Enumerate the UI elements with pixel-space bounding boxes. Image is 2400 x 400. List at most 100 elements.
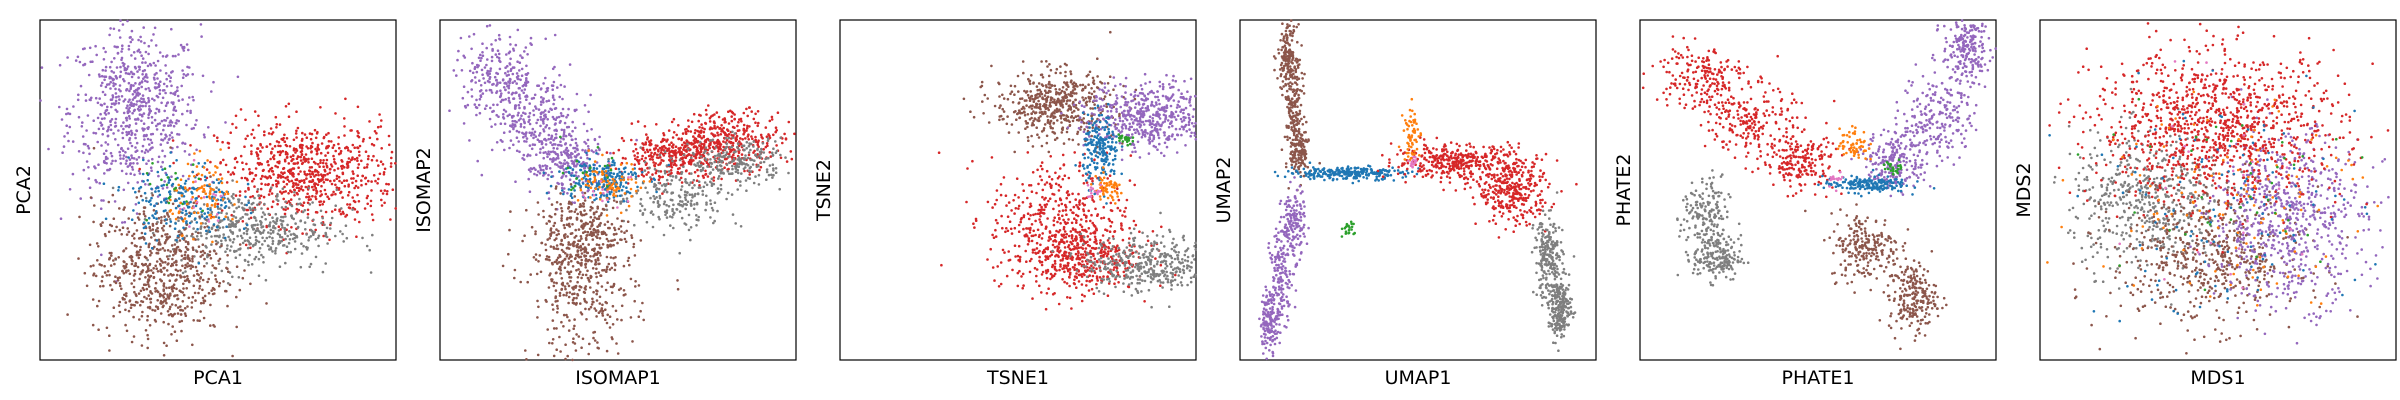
scatter-point [158, 241, 161, 244]
scatter-point [548, 127, 551, 130]
scatter-point [340, 167, 344, 170]
scatter-point [89, 196, 93, 199]
scatter-point [719, 133, 723, 136]
scatter-point [564, 142, 568, 145]
scatter-point [320, 193, 324, 196]
scatter-point [142, 97, 145, 101]
scatter-point [157, 189, 160, 193]
scatter-point [573, 201, 576, 204]
scatter-point [756, 147, 759, 151]
scatter-point [216, 202, 220, 206]
scatter-point [628, 263, 631, 267]
scatter-point [165, 286, 168, 290]
scatter-point [135, 196, 139, 199]
scatter-point [319, 159, 322, 162]
scatter-point [271, 236, 274, 240]
scatter-point [118, 98, 121, 101]
scatter-point [287, 192, 290, 195]
scatter-point [161, 149, 164, 153]
scatter-point [270, 150, 273, 154]
scatter-point [179, 43, 183, 47]
scatter-point [233, 225, 237, 228]
scatter-point [316, 143, 320, 147]
scatter-point [548, 341, 551, 345]
scatter-point [690, 160, 693, 163]
scatter-point [707, 153, 710, 156]
scatter-point [693, 194, 696, 198]
scatter-point [174, 177, 178, 181]
scatter-point [305, 174, 308, 177]
scatter-point [304, 153, 308, 156]
scatter-point [150, 196, 153, 200]
scatter-point [700, 163, 703, 167]
scatter-point [300, 149, 304, 153]
scatter-point [502, 113, 505, 116]
scatter-point [156, 230, 160, 233]
scatter-point [191, 265, 195, 269]
scatter-point [556, 181, 559, 185]
scatter-point [138, 172, 142, 175]
scatter-point [148, 297, 152, 301]
scatter-point [222, 197, 225, 201]
scatter-point [183, 256, 187, 260]
scatter-point [507, 91, 511, 94]
scatter-point [260, 207, 263, 210]
scatter-point [619, 200, 622, 204]
scatter-point [248, 167, 251, 171]
scatter-point [327, 131, 330, 135]
scatter-point [104, 141, 107, 144]
scatter-point [553, 151, 556, 154]
scatter-point [699, 131, 703, 134]
scatter-point [99, 207, 103, 210]
scatter-point [159, 143, 163, 146]
scatter-point [112, 132, 115, 135]
scatter-point [695, 224, 698, 227]
scatter-point [346, 194, 350, 197]
scatter-point [550, 170, 553, 174]
scatter-point [190, 301, 194, 304]
scatter-point [224, 163, 228, 167]
scatter-point [129, 40, 133, 44]
scatter-point [680, 185, 684, 188]
scatter-point [357, 163, 361, 166]
scatter-point [129, 254, 133, 258]
scatter-point [307, 236, 311, 239]
scatter-point [287, 241, 291, 245]
scatter-point [128, 138, 131, 142]
scatter-point [297, 208, 301, 212]
scatter-point [522, 91, 525, 95]
scatter-point [133, 279, 136, 282]
scatter-point [125, 133, 129, 137]
scatter-point [518, 93, 521, 97]
scatter-point [508, 130, 512, 133]
scatter-point [39, 99, 42, 102]
scatter-point [147, 278, 151, 282]
scatter-point [197, 273, 200, 277]
scatter-point [523, 121, 526, 125]
scatter-point [324, 231, 328, 235]
scatter-point [606, 265, 609, 269]
scatter-point [124, 247, 128, 250]
scatter-point [296, 202, 300, 206]
scatter-point [327, 140, 331, 143]
scatter-point [183, 266, 187, 270]
scatter-point [222, 280, 225, 283]
scatter-point [758, 150, 762, 154]
scatter-point [210, 271, 213, 274]
scatter-point [132, 209, 135, 212]
scatter-point [291, 158, 294, 161]
scatter-point [101, 90, 105, 94]
scatter-point [771, 153, 775, 157]
scatter-point [130, 156, 134, 160]
scatter-point [373, 130, 377, 133]
scatter-point [188, 153, 191, 156]
scatter-point [652, 200, 655, 204]
scatter-point [287, 115, 291, 118]
scatter-point [344, 97, 347, 101]
scatter-point [114, 275, 117, 279]
scatter-point [146, 137, 150, 141]
scatter-point [74, 59, 78, 62]
scatter-point [142, 180, 145, 183]
scatter-point [109, 283, 112, 287]
